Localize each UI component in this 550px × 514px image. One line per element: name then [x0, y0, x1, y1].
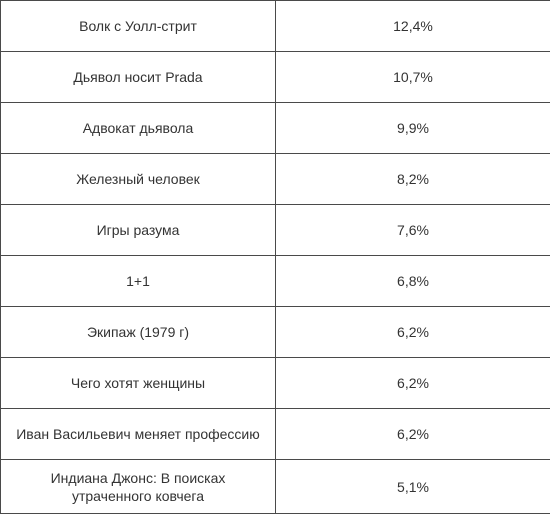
movie-title-cell: Волк с Уолл-стрит	[1, 1, 276, 52]
table-row: Иван Васильевич меняет профессию 6,2%	[1, 409, 550, 460]
percent-cell: 7,6%	[276, 205, 550, 256]
movie-title-cell: Индиана Джонс: В поисках утраченного ков…	[1, 460, 276, 514]
percent-cell: 10,7%	[276, 52, 550, 103]
table-row: Дьявол носит Prada 10,7%	[1, 52, 550, 103]
table-row: Волк с Уолл-стрит 12,4%	[1, 1, 550, 52]
movie-title-cell: Иван Васильевич меняет профессию	[1, 409, 276, 460]
percent-cell: 6,8%	[276, 256, 550, 307]
movie-title-cell: Железный человек	[1, 154, 276, 205]
table-row: Экипаж (1979 г) 6,2%	[1, 307, 550, 358]
table-row: Игры разума 7,6%	[1, 205, 550, 256]
movie-title-cell: Игры разума	[1, 205, 276, 256]
table-row: Железный человек 8,2%	[1, 154, 550, 205]
percent-cell: 6,2%	[276, 358, 550, 409]
percent-cell: 6,2%	[276, 307, 550, 358]
table-row: Адвокат дьявола 9,9%	[1, 103, 550, 154]
movie-title-cell: Адвокат дьявола	[1, 103, 276, 154]
percent-cell: 5,1%	[276, 460, 550, 514]
percent-cell: 6,2%	[276, 409, 550, 460]
movie-title-cell: Чего хотят женщины	[1, 358, 276, 409]
table-row: Чего хотят женщины 6,2%	[1, 358, 550, 409]
percent-cell: 12,4%	[276, 1, 550, 52]
movie-title-cell: 1+1	[1, 256, 276, 307]
table-row: 1+1 6,8%	[1, 256, 550, 307]
table-row: Индиана Джонс: В поисках утраченного ков…	[1, 460, 550, 514]
percent-cell: 9,9%	[276, 103, 550, 154]
movie-title-cell: Дьявол носит Prada	[1, 52, 276, 103]
movie-title-cell: Экипаж (1979 г)	[1, 307, 276, 358]
percent-cell: 8,2%	[276, 154, 550, 205]
